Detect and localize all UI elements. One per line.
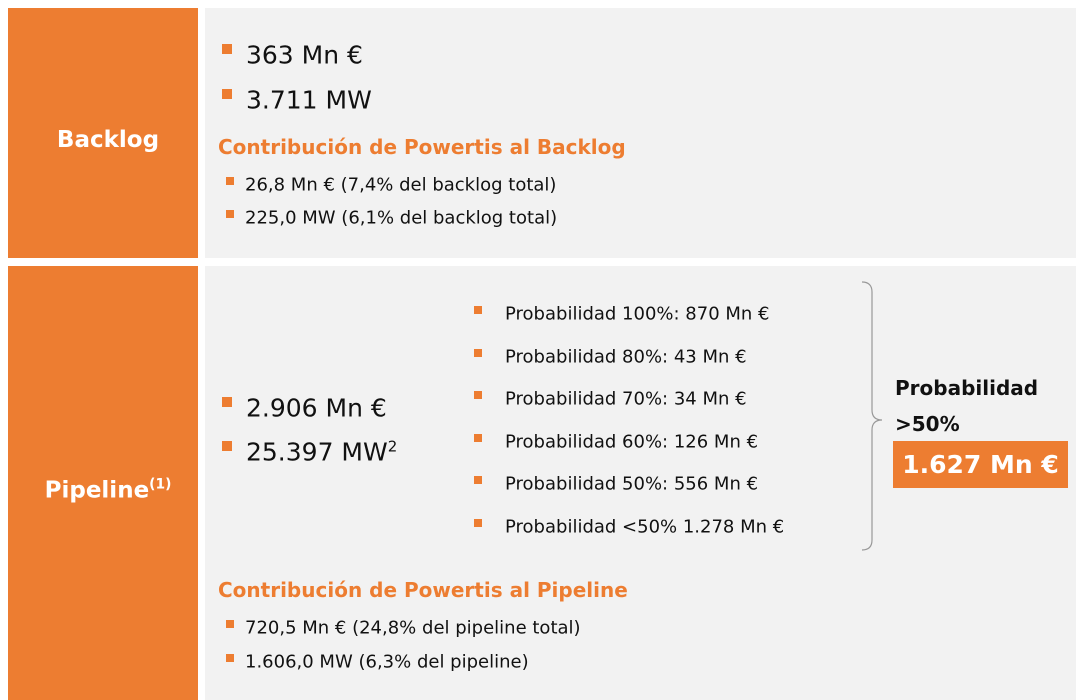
bullet [474, 519, 482, 527]
summary-value: 1.627 Mn € [893, 441, 1068, 488]
bullet [222, 397, 232, 407]
pipeline-contribution-title: Contribución de Powertis al Pipeline [218, 578, 628, 602]
bullet [474, 348, 482, 357]
pipeline-label-text: Pipeline [44, 477, 150, 504]
bullet [226, 210, 234, 218]
bullet [474, 391, 482, 400]
summary-title-line: Probabilidad [895, 376, 1039, 400]
pipeline-contribution-item: 1.606,0 MW (6,3% del pipeline) [245, 651, 529, 673]
probability-item: Probabilidad <50% 1.278 Mn € [505, 516, 785, 538]
probability-item: Probabilidad 50%: 556 Mn € [505, 473, 759, 495]
bullet [222, 89, 232, 99]
backlog-label-box [8, 8, 198, 258]
bullet [474, 433, 482, 442]
backlog-contribution-item: 26,8 Mn € (7,4% del backlog total) [245, 174, 557, 196]
bullet [226, 654, 234, 662]
backlog-contribution-title: Contribución de Powertis al Backlog [218, 135, 626, 159]
backlog-item: 363 Mn € [246, 40, 363, 70]
backlog-label: Backlog [56, 127, 160, 153]
summary-title-line: >50% [895, 412, 960, 436]
pipeline-item-text: 2.906 Mn € [246, 393, 387, 423]
backlog-contribution-item: 225,0 MW (6,1% del backlog total) [245, 207, 558, 229]
pipeline-label-box [8, 266, 198, 700]
backlog-item: 3.711 MW [246, 85, 372, 115]
probability-item: Probabilidad 70%: 34 Mn € [505, 388, 747, 410]
bullet [222, 44, 232, 54]
summary-title: Probabilidad >50% [895, 370, 1038, 442]
bullet [226, 620, 234, 628]
pipeline-label-note: (1) [149, 476, 172, 493]
pipeline-item: 2.906 Mn € [246, 394, 387, 423]
pipeline-contribution-item: 720,5 Mn € (24,8% del pipeline total) [245, 617, 581, 639]
bullet [474, 306, 482, 314]
backlog-panel [205, 8, 1076, 258]
bullet [226, 177, 234, 185]
pipeline-item-note: 2 [387, 437, 398, 456]
probability-item: Probabilidad 100%: 870 Mn € [505, 303, 770, 325]
brace-path [861, 281, 883, 551]
pipeline-item-text: 25.397 MW [246, 437, 388, 467]
probability-item: Probabilidad 60%: 126 Mn € [505, 431, 759, 453]
brace [861, 281, 883, 551]
bullet [474, 476, 482, 485]
probability-item: Probabilidad 80%: 43 Mn € [505, 346, 747, 368]
pipeline-label: Pipeline(1) [45, 477, 172, 504]
pipeline-item: 25.397 MW2 [246, 437, 397, 466]
bullet [222, 441, 232, 451]
